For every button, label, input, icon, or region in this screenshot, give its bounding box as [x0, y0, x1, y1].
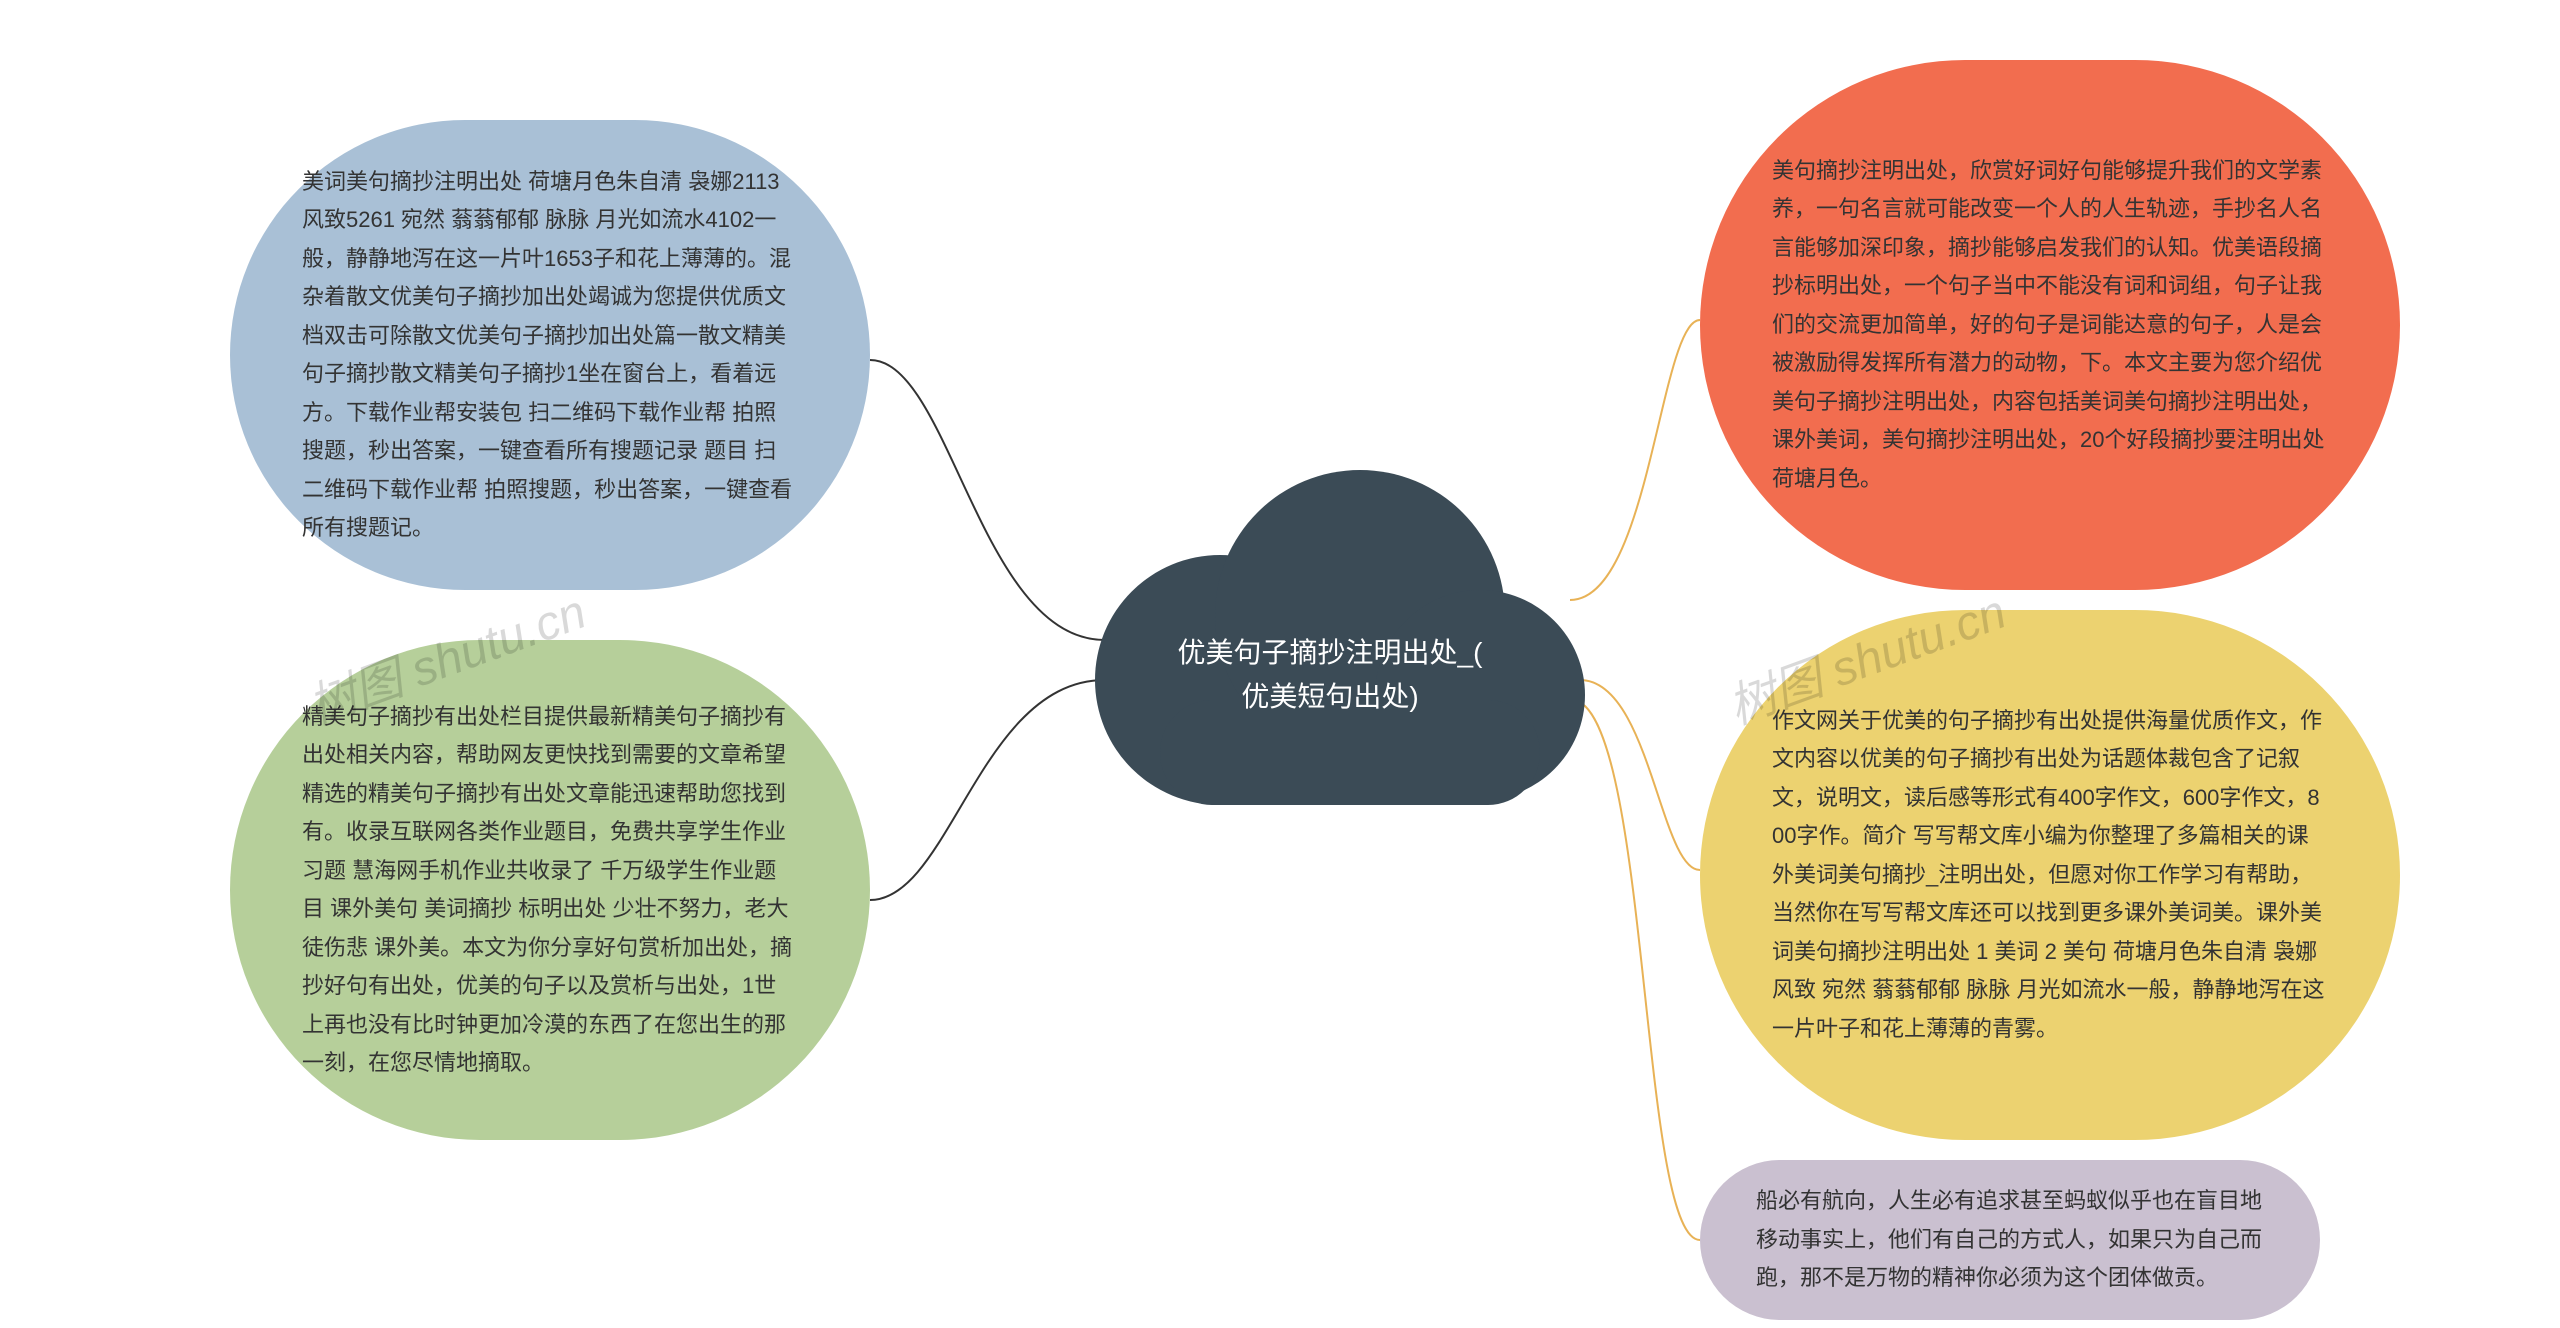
center-label-line2: 优美短句出处): [1241, 682, 1418, 713]
center-label-line1: 优美句子摘抄注明出处_(: [1178, 637, 1483, 668]
node-text: 美词美句摘抄注明出处 荷塘月色朱自清 袅娜2113 风致5261 宛然 蓊蓊郁郁…: [302, 163, 798, 548]
node-bottom-left[interactable]: 精美句子摘抄有出处栏目提供最新精美句子摘抄有出处相关内容，帮助网友更快找到需要的…: [230, 640, 870, 1140]
node-top-left[interactable]: 美词美句摘抄注明出处 荷塘月色朱自清 袅娜2113 风致5261 宛然 蓊蓊郁郁…: [230, 120, 870, 590]
node-text: 作文网关于优美的句子摘抄有出处提供海量优质作文，作文内容以优美的句子摘抄有出处为…: [1772, 702, 2328, 1049]
center-label: 优美句子摘抄注明出处_( 优美短句出处): [1150, 631, 1510, 721]
node-text: 船必有航向，人生必有追求甚至蚂蚁似乎也在盲目地移动事实上，他们有自己的方式人，如…: [1756, 1182, 2264, 1298]
node-text: 精美句子摘抄有出处栏目提供最新精美句子摘抄有出处相关内容，帮助网友更快找到需要的…: [302, 698, 798, 1083]
mindmap-canvas: 优美句子摘抄注明出处_( 优美短句出处) 美词美句摘抄注明出处 荷塘月色朱自清 …: [0, 0, 2560, 1328]
node-text: 美句摘抄注明出处，欣赏好词好句能够提升我们的文学素养，一句名言就可能改变一个人的…: [1772, 152, 2328, 499]
node-bottom-right[interactable]: 船必有航向，人生必有追求甚至蚂蚁似乎也在盲目地移动事实上，他们有自己的方式人，如…: [1700, 1160, 2320, 1320]
node-mid-right[interactable]: 作文网关于优美的句子摘抄有出处提供海量优质作文，作文内容以优美的句子摘抄有出处为…: [1700, 610, 2400, 1140]
node-top-right[interactable]: 美句摘抄注明出处，欣赏好词好句能够提升我们的文学素养，一句名言就可能改变一个人的…: [1700, 60, 2400, 590]
center-node[interactable]: 优美句子摘抄注明出处_( 优美短句出处): [1060, 460, 1600, 840]
